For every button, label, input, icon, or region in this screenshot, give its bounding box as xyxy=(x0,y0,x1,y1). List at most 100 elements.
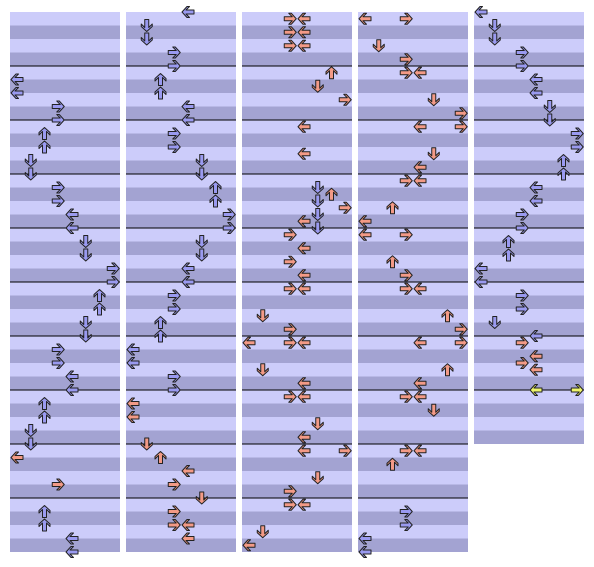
stripe xyxy=(242,160,352,174)
arrow-note xyxy=(386,201,399,215)
stripe xyxy=(474,66,584,80)
stripe xyxy=(242,133,352,147)
stripe xyxy=(10,349,120,363)
stripe xyxy=(10,417,120,431)
arrow-note xyxy=(454,336,468,349)
stripe xyxy=(126,376,236,390)
stripe xyxy=(126,39,236,53)
stripe xyxy=(474,228,584,242)
arrow-note xyxy=(283,323,297,336)
stripe xyxy=(474,160,584,174)
stripe xyxy=(474,93,584,107)
arrow-note xyxy=(529,384,543,396)
arrow-note xyxy=(338,444,352,457)
stripe xyxy=(358,444,468,458)
arrow-note xyxy=(413,336,427,349)
arrow-note xyxy=(515,222,529,234)
arrow-note xyxy=(65,208,79,221)
stripe xyxy=(10,525,120,539)
stripe xyxy=(474,390,584,404)
stripe xyxy=(126,106,236,120)
arrow-note xyxy=(195,235,208,248)
stripe xyxy=(10,187,120,201)
stripe xyxy=(474,282,584,296)
arrow-note xyxy=(454,323,468,336)
stripe xyxy=(10,160,120,174)
stripe xyxy=(126,160,236,174)
arrow-note xyxy=(283,498,297,511)
arrow-note xyxy=(557,167,570,181)
arrow-note xyxy=(10,73,24,86)
arrow-note xyxy=(413,444,427,457)
stripe xyxy=(242,93,352,107)
stripe xyxy=(126,309,236,323)
arrow-note xyxy=(311,471,324,485)
arrow-note xyxy=(209,194,222,208)
stripe xyxy=(10,120,120,134)
arrow-note xyxy=(441,363,454,377)
stripe xyxy=(358,160,468,174)
arrow-note xyxy=(154,451,167,464)
arrow-note xyxy=(242,539,256,552)
arrow-note xyxy=(297,431,311,444)
arrow-note xyxy=(181,114,195,126)
arrow-note xyxy=(413,120,427,133)
arrow-note xyxy=(557,154,570,167)
arrow-note xyxy=(399,228,413,241)
arrow-note xyxy=(51,343,65,356)
stripe xyxy=(126,295,236,309)
stripe xyxy=(358,484,468,498)
stripe xyxy=(358,187,468,201)
stripe xyxy=(242,498,352,512)
arrow-note xyxy=(338,93,352,106)
stripe xyxy=(358,295,468,309)
stripe xyxy=(242,201,352,215)
stripe xyxy=(358,12,468,26)
stripe xyxy=(126,363,236,377)
stripe xyxy=(474,255,584,269)
stripe xyxy=(358,268,468,282)
stripe xyxy=(474,322,584,336)
arrow-note xyxy=(181,262,195,275)
column xyxy=(358,12,468,552)
stripe xyxy=(10,309,120,323)
stripe xyxy=(242,457,352,471)
arrow-note xyxy=(167,478,181,491)
stripe xyxy=(126,120,236,134)
arrow-note xyxy=(297,444,311,457)
arrow-note xyxy=(24,437,37,451)
arrow-note xyxy=(181,100,195,113)
stripe xyxy=(242,241,352,255)
arrow-note xyxy=(126,343,140,356)
arrow-note xyxy=(515,289,529,302)
stripe xyxy=(358,255,468,269)
arrow-note xyxy=(283,336,297,349)
stripe xyxy=(358,214,468,228)
arrow-note xyxy=(311,208,324,221)
stripe xyxy=(10,174,120,188)
stripe xyxy=(10,403,120,417)
stripe xyxy=(242,120,352,134)
arrow-note xyxy=(242,336,256,349)
stripe xyxy=(126,214,236,228)
stripe xyxy=(242,255,352,269)
stripe xyxy=(358,120,468,134)
arrow-note xyxy=(413,390,427,403)
arrow-note xyxy=(488,19,501,32)
arrow-note xyxy=(427,403,440,417)
stripe xyxy=(358,79,468,93)
stripe xyxy=(242,484,352,498)
stripe xyxy=(474,241,584,255)
arrow-note xyxy=(297,282,311,295)
stripe xyxy=(358,417,468,431)
arrow-note xyxy=(126,411,140,423)
arrow-note xyxy=(386,457,399,471)
stripe xyxy=(126,430,236,444)
arrow-note xyxy=(10,451,24,464)
stripe xyxy=(242,214,352,228)
arrow-note xyxy=(297,39,311,52)
arrow-note xyxy=(256,309,269,323)
arrow-note xyxy=(181,465,195,477)
arrow-note xyxy=(65,532,79,545)
